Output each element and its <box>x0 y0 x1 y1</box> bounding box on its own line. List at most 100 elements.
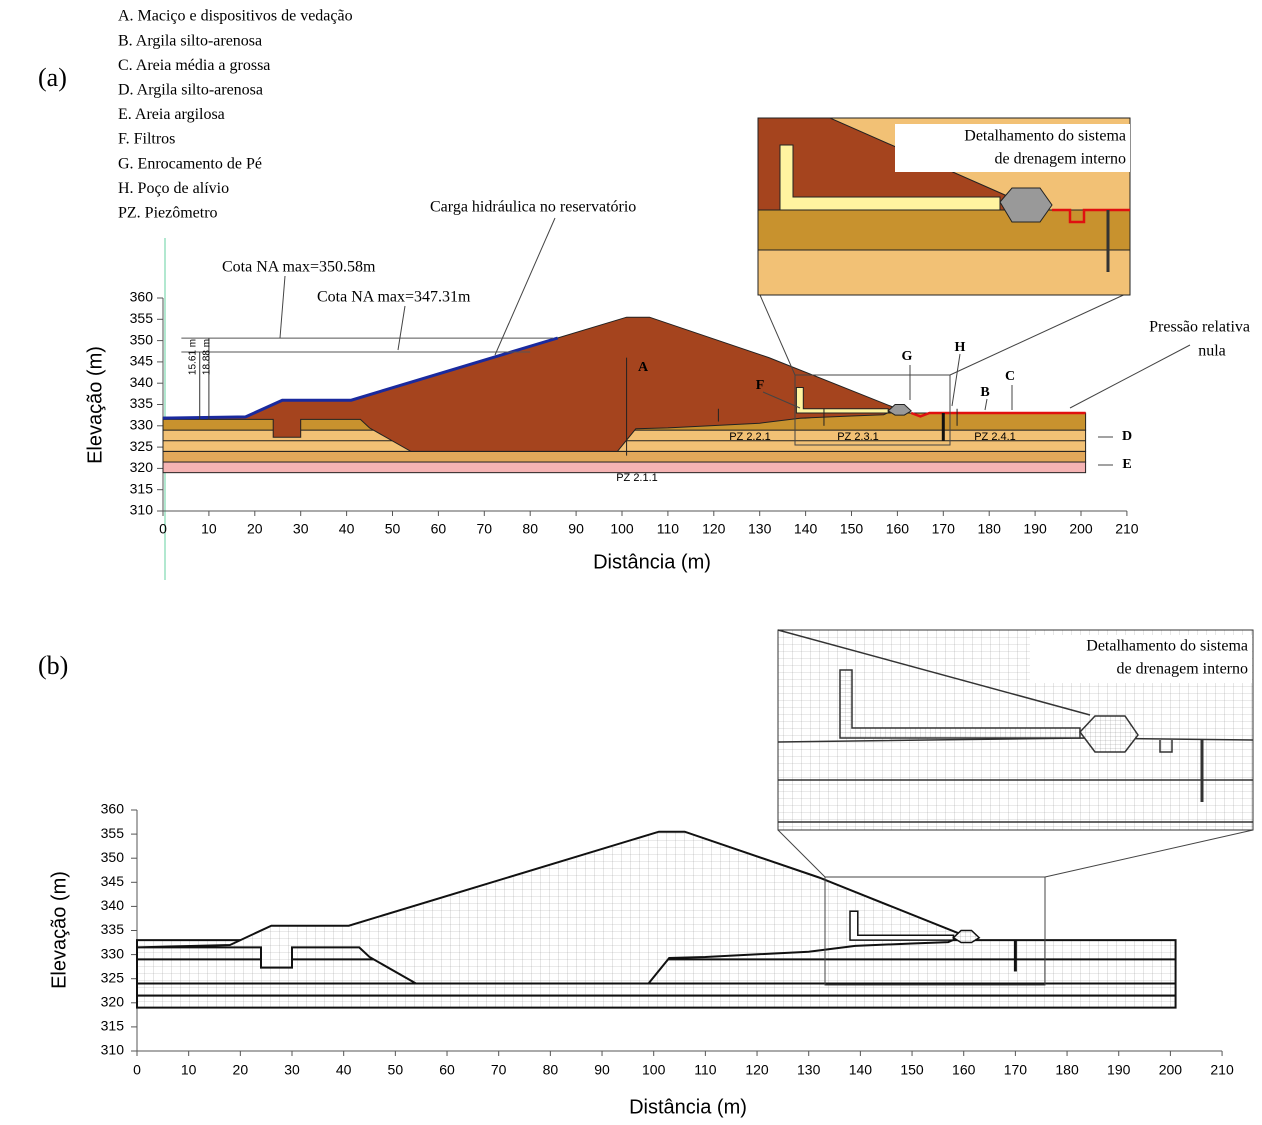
x-tick-label: 100 <box>610 521 634 537</box>
legend-item: G. Enrocamento de Pé <box>118 155 262 172</box>
y-tick-label: 355 <box>101 825 125 841</box>
y-tick-label: 325 <box>101 969 125 985</box>
piezometer-label: PZ 2.4.1 <box>974 431 1016 443</box>
inset-layer-b <box>758 210 1130 250</box>
x-tick-label: 10 <box>201 521 217 537</box>
layer-d-lower <box>163 451 1086 462</box>
x-tick-label: 130 <box>797 1062 821 1078</box>
y-tick-label: 350 <box>101 849 125 865</box>
panel-label: (a) <box>38 63 67 92</box>
x-tick-label: 80 <box>543 1062 559 1078</box>
inset-title: de drenagem interno <box>1117 661 1249 678</box>
x-tick-label: 210 <box>1210 1062 1234 1078</box>
x-tick-label: 210 <box>1115 521 1139 537</box>
x-tick-label: 40 <box>339 521 355 537</box>
y-axis-label: Elevação (m) <box>48 871 70 989</box>
piezometer-label: PZ 2.3.1 <box>837 431 879 443</box>
leader <box>985 399 987 410</box>
x-tick-label: 140 <box>849 1062 873 1078</box>
x-tick-label: 200 <box>1069 521 1093 537</box>
legend-item: D. Argila silto-arenosa <box>118 81 263 98</box>
legend-item: E. Areia argilosa <box>118 106 225 123</box>
y-tick-label: 320 <box>101 994 125 1010</box>
x-tick-label: 200 <box>1159 1062 1183 1078</box>
x-tick-label: 120 <box>745 1062 769 1078</box>
legend-item: B. Argila silto-arenosa <box>118 32 262 49</box>
legend-item: C. Areia média a grossa <box>118 57 270 74</box>
y-tick-label: 345 <box>101 873 125 889</box>
x-tick-label: 0 <box>133 1062 141 1078</box>
x-tick-label: 140 <box>794 521 818 537</box>
inset-title: Detalhamento do sistema <box>964 128 1126 145</box>
legend-item: PZ. Piezômetro <box>118 204 218 221</box>
depth-label: 18.88 m <box>202 339 213 375</box>
zone-label: G <box>902 349 913 364</box>
x-tick-label: 90 <box>594 1062 610 1078</box>
y-tick-label: 335 <box>101 921 125 937</box>
zone-label: D <box>1122 429 1132 444</box>
leader <box>950 292 1130 375</box>
x-tick-label: 110 <box>657 521 680 537</box>
y-tick-label: 340 <box>130 374 154 390</box>
y-tick-label: 310 <box>130 502 154 518</box>
x-tick-label: 60 <box>439 1062 455 1078</box>
leader <box>952 354 960 406</box>
y-tick-label: 335 <box>130 395 154 411</box>
x-tick-label: 110 <box>694 1062 717 1078</box>
x-tick-label: 50 <box>385 521 401 537</box>
y-tick-label: 360 <box>130 289 154 305</box>
y-tick-label: 345 <box>130 353 154 369</box>
x-tick-label: 180 <box>978 521 1002 537</box>
annotation: nula <box>1198 343 1226 360</box>
y-tick-label: 310 <box>101 1042 125 1058</box>
legend-item: H. Poço de alívio <box>118 180 229 197</box>
leader <box>398 306 405 350</box>
x-tick-label: 50 <box>388 1062 404 1078</box>
x-tick-label: 40 <box>336 1062 352 1078</box>
y-tick-label: 350 <box>130 331 154 347</box>
legend-item: A. Maciço e dispositivos de vedação <box>118 8 353 25</box>
x-tick-label: 70 <box>491 1062 507 1078</box>
x-tick-label: 100 <box>642 1062 666 1078</box>
zone-label: F <box>756 378 765 393</box>
inset-title: de drenagem interno <box>995 151 1127 168</box>
piezometer-label: PZ 2.2.1 <box>729 431 771 443</box>
leader <box>1070 345 1190 408</box>
x-tick-label: 0 <box>159 521 167 537</box>
x-tick-label: 10 <box>181 1062 197 1078</box>
x-tick-label: 70 <box>477 521 493 537</box>
x-tick-label: 170 <box>1004 1062 1028 1078</box>
x-tick-label: 150 <box>900 1062 924 1078</box>
legend-item: F. Filtros <box>118 131 175 148</box>
zone-label: A <box>638 360 649 375</box>
y-tick-label: 330 <box>101 945 125 961</box>
leader <box>1045 830 1253 877</box>
depth-label: 15.61 m <box>188 339 199 375</box>
y-tick-label: 360 <box>101 801 125 817</box>
piezometer-label: PZ 2.1.1 <box>616 472 658 484</box>
x-tick-label: 20 <box>233 1062 249 1078</box>
y-tick-label: 315 <box>130 480 154 496</box>
x-tick-label: 160 <box>886 521 910 537</box>
inset-title: Detalhamento do sistema <box>1086 638 1248 655</box>
x-tick-label: 160 <box>952 1062 976 1078</box>
annotation: Cota NA max=347.31m <box>317 289 471 306</box>
annotation: Cota NA max=350.58m <box>222 259 376 276</box>
panel-label: (b) <box>38 651 68 680</box>
y-tick-label: 320 <box>130 459 154 475</box>
zone-label: B <box>980 385 989 400</box>
y-tick-label: 330 <box>130 417 154 433</box>
zone-label: E <box>1122 457 1131 472</box>
x-axis-label: Distância (m) <box>629 1096 747 1118</box>
zone-label: C <box>1005 369 1015 384</box>
x-tick-label: 150 <box>840 521 864 537</box>
x-tick-label: 190 <box>1023 521 1047 537</box>
x-tick-label: 30 <box>293 521 309 537</box>
y-tick-label: 355 <box>130 310 154 326</box>
x-tick-label: 170 <box>932 521 956 537</box>
leader <box>495 218 555 355</box>
y-axis-label: Elevação (m) <box>84 346 106 464</box>
x-tick-label: 20 <box>247 521 263 537</box>
x-tick-label: 190 <box>1107 1062 1131 1078</box>
annotation: Carga hidráulica no reservatório <box>430 199 636 216</box>
